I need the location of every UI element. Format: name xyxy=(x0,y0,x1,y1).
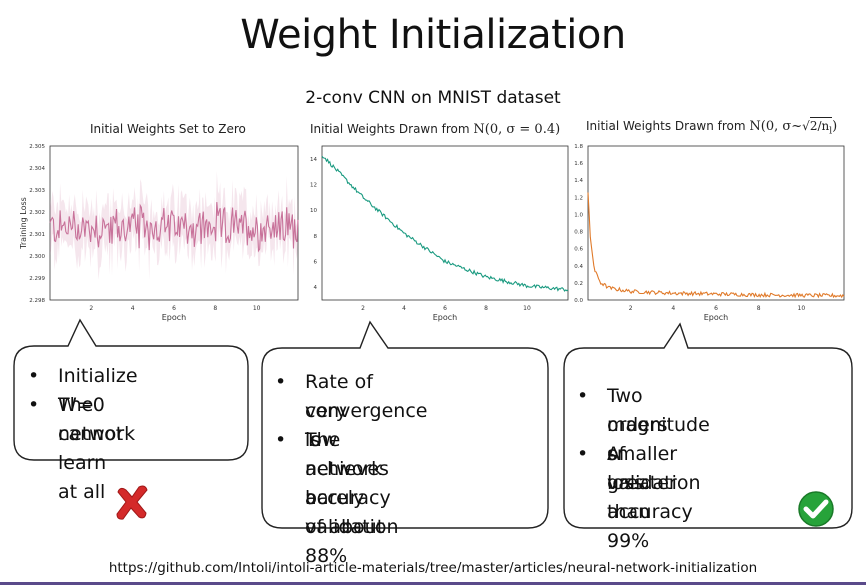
y-tick-label: 4 xyxy=(314,285,318,291)
x-tick-label: 2 xyxy=(629,305,633,312)
callout-2-item-2-cont2: accuracy of about 88% xyxy=(305,487,391,567)
y-tick-label: 2.299 xyxy=(29,276,45,282)
y-tick-label: 2.304 xyxy=(29,166,45,172)
x-tick-label: 10 xyxy=(253,305,261,312)
x-tick-label: 2 xyxy=(361,305,365,312)
chart-3-title: Initial Weights Drawn from N(0, σ~√2/nl) xyxy=(586,117,838,137)
y-tick-label: 0.4 xyxy=(574,264,583,270)
y-axis-label: Training Loss xyxy=(19,197,28,250)
chart-3-title-math: N(0, σ~ xyxy=(749,119,803,134)
plot-frame xyxy=(321,145,569,301)
red-cross-icon xyxy=(116,485,148,520)
x-axis-label: Epoch xyxy=(162,313,187,322)
chart-zero-init: 2 4 6 8 10 2.298 2.299 2.300 2.301 2.302 2.303 2.30… xyxy=(19,144,299,322)
y-tick-label: 2.303 xyxy=(29,188,45,194)
chart-2-title-math: N(0, σ = 0.4) xyxy=(473,122,561,137)
callout-1-item-2-cont: cannot learn at all xyxy=(58,423,124,503)
callout-2-item-2-cont: achieves a validation xyxy=(305,458,399,538)
x-tick-label: 4 xyxy=(402,305,406,312)
chart-2-title: Initial Weights Drawn from N(0, σ = 0.4) xyxy=(310,122,560,137)
x-tick-label: 8 xyxy=(213,305,217,312)
chart-3-title-text: Initial Weights Drawn from xyxy=(586,119,750,133)
y-tick-label: 1.6 xyxy=(574,161,583,167)
x-axis-label: Epoch xyxy=(433,313,458,322)
y-tick-label: 12 xyxy=(310,183,317,189)
callout-2-item-1: • Rate of convergence is xyxy=(275,368,427,455)
y-tick-label: 14 xyxy=(310,157,317,163)
chart-3-title-radicand: 2/n xyxy=(809,119,830,133)
y-tick-label: 1.2 xyxy=(574,195,583,201)
bullet-icon: • xyxy=(28,365,40,387)
y-tick-label: 6 xyxy=(314,260,318,266)
y-tick-label: 1.8 xyxy=(574,144,583,150)
y-tick-label: 2.301 xyxy=(29,232,45,238)
y-tick-label: 0.2 xyxy=(574,281,583,287)
callout-3-bubble xyxy=(563,322,853,529)
chart-1-title: Initial Weights Set to Zero xyxy=(90,122,246,136)
series-line xyxy=(321,155,569,292)
callout-1-item-2: • The network xyxy=(28,391,135,449)
chart-normal-init: 2 4 6 8 10 4 6 8 10 12 14 Epoch xyxy=(310,145,569,322)
source-link[interactable]: https://github.com/Intoli/intoli-article… xyxy=(108,560,758,576)
y-tick-label: 1.4 xyxy=(574,178,583,184)
x-tick-label: 6 xyxy=(443,305,447,312)
y-tick-label: 8 xyxy=(314,234,318,240)
y-tick-label: 2.300 xyxy=(29,254,45,260)
y-tick-label: 0.0 xyxy=(574,298,583,304)
slide-subtitle: 2-conv CNN on MNIST dataset xyxy=(305,88,561,108)
x-axis-label: Epoch xyxy=(704,313,729,322)
x-tick-label: 4 xyxy=(671,305,675,312)
y-tick-label: 2.302 xyxy=(29,210,45,216)
x-tick-label: 2 xyxy=(89,305,93,312)
callout-2-item-2: • The network barely xyxy=(275,426,382,513)
x-tick-label: 6 xyxy=(172,305,176,312)
chart-2-title-text: Initial Weights Drawn from xyxy=(310,122,474,136)
bullet-icon: • xyxy=(577,385,589,407)
series-line xyxy=(49,202,299,253)
callout-3-item-1-cont: magnitude smaller loss xyxy=(607,414,710,494)
callout-3-item-2: • A validation accuracy xyxy=(577,440,701,527)
callout-3-item-2-cont: greater than 99% xyxy=(607,472,677,552)
callout-2-bubble xyxy=(261,320,549,529)
chart-1-title-text: Initial Weights Set to Zero xyxy=(90,122,246,136)
x-tick-label: 10 xyxy=(798,305,806,312)
x-tick-label: 6 xyxy=(714,305,718,312)
x-tick-label: 4 xyxy=(131,305,135,312)
y-tick-label: 2.298 xyxy=(29,298,45,304)
x-tick-label: 10 xyxy=(523,305,531,312)
x-tick-label: 8 xyxy=(757,305,761,312)
y-tick-label: 1.0 xyxy=(574,212,583,218)
callout-2-item-1-cont: very low xyxy=(305,400,347,451)
callout-3-item-1: • Two orders of xyxy=(577,382,668,469)
confidence-band xyxy=(50,170,298,280)
x-tick-label: 8 xyxy=(484,305,488,312)
bullet-icon: • xyxy=(275,371,287,393)
chart-he-init: 2 4 6 8 10 0.0 0.2 0.4 0.6 0.8 1.0 1.2 1.4 1.6 1.8 Epoc… xyxy=(574,144,845,322)
y-tick-label: 0.6 xyxy=(574,247,583,253)
green-check-icon xyxy=(798,491,834,527)
y-tick-label: 10 xyxy=(310,208,317,214)
chart-3-title-subscript: l xyxy=(829,126,833,137)
series-line xyxy=(587,192,845,299)
chart-3-title-close: ) xyxy=(832,119,838,134)
slide-title: Weight Initialization xyxy=(240,12,626,58)
bullet-icon: • xyxy=(577,443,589,465)
plot-frame xyxy=(587,145,845,301)
bullet-icon: • xyxy=(28,394,40,416)
callout-1-bubble xyxy=(13,318,249,461)
bullet-icon: • xyxy=(275,429,287,451)
callout-1-item-1: • Initialize W=0 xyxy=(28,362,138,420)
y-tick-label: 0.8 xyxy=(574,230,583,236)
y-tick-label: 2.305 xyxy=(29,144,45,150)
bottom-accent-bar xyxy=(0,582,866,585)
